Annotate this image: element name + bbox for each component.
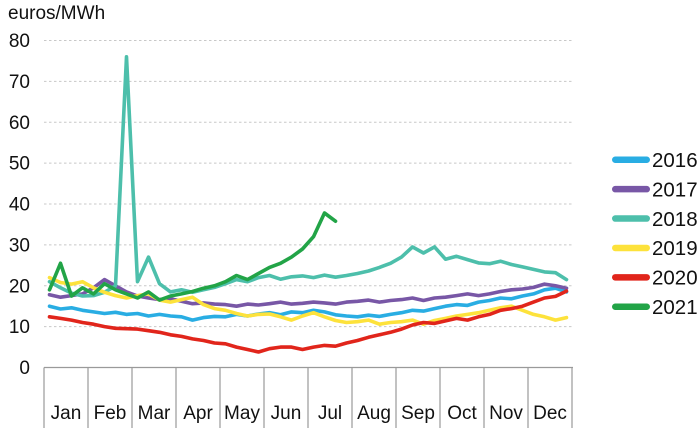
x-tick-label-dec: Dec — [533, 403, 567, 424]
x-tick-label-aug: Aug — [357, 403, 391, 424]
legend-label-2021: 2021 — [652, 296, 698, 319]
legend-swatch-2020 — [612, 274, 650, 281]
y-tick-label-70: 70 — [9, 72, 30, 93]
legend-swatch-2016 — [612, 156, 650, 163]
x-tick-label-feb: Feb — [94, 403, 127, 424]
y-tick-label-80: 80 — [9, 31, 30, 52]
legend-label-2020: 2020 — [652, 267, 698, 290]
legend-swatch-2018 — [612, 215, 650, 222]
x-tick-label-sep: Sep — [401, 403, 435, 424]
x-tick-label-nov: Nov — [489, 403, 523, 424]
legend-label-2016: 2016 — [652, 149, 698, 172]
y-tick-label-40: 40 — [9, 195, 30, 216]
series-line-2018 — [47, 54, 569, 298]
legend-swatch-2019 — [612, 244, 650, 252]
x-tick-label-oct: Oct — [447, 403, 477, 424]
legend-label-2019: 2019 — [652, 237, 698, 260]
series-line-2021 — [47, 211, 338, 302]
y-tick-label-60: 60 — [9, 113, 30, 134]
y-tick-label-30: 30 — [9, 235, 30, 256]
x-tick-label-jun: Jun — [271, 403, 302, 424]
y-axis-title: euros/MWh — [8, 3, 106, 24]
x-tick-label-may: May — [224, 403, 260, 424]
x-tick-label-apr: Apr — [183, 403, 213, 424]
legend-label-2017: 2017 — [652, 178, 698, 201]
x-tick-label-jan: Jan — [51, 403, 82, 424]
series-line-2016 — [47, 286, 569, 322]
series-line-2020 — [47, 289, 569, 354]
y-tick-label-0: 0 — [19, 358, 30, 379]
x-tick-label-jul: Jul — [318, 403, 342, 424]
y-tick-label-20: 20 — [9, 276, 30, 297]
legend-label-2018: 2018 — [652, 208, 698, 231]
legend-swatch-2017 — [612, 185, 650, 193]
legend-swatch-2021 — [612, 303, 650, 310]
x-tick-label-mar: Mar — [138, 403, 171, 424]
y-tick-label-50: 50 — [9, 154, 30, 175]
y-tick-label-10: 10 — [9, 317, 30, 338]
